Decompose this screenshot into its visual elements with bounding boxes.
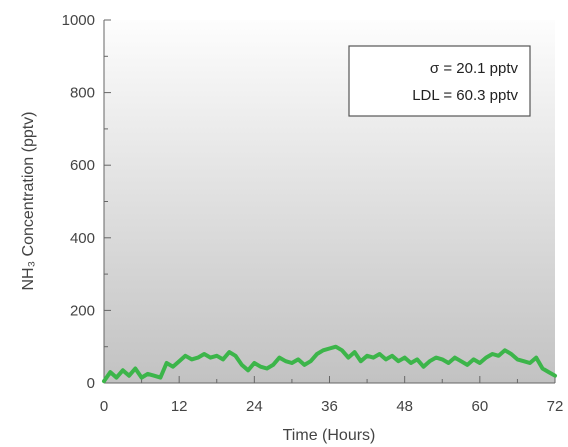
annotation-box-frame	[348, 45, 531, 117]
annotation-sigma: σ = 20.1 pptv	[430, 60, 519, 77]
x-tick-label: 60	[471, 398, 488, 415]
y-tick-label: 1000	[62, 12, 95, 29]
y-tick-label: 800	[70, 85, 95, 102]
x-tick-label: 48	[396, 398, 413, 415]
annotation-box: σ = 20.1 pptv LDL = 60.3 pptv	[348, 45, 531, 117]
y-axis-title: NH₃ Concentration (pptv)	[20, 111, 37, 290]
y-tick-label: 400	[70, 230, 95, 247]
series-line	[102, 344, 557, 384]
y-tick-label: 200	[70, 302, 95, 319]
y-tick-label: 600	[70, 157, 95, 174]
x-tick-label: 36	[321, 398, 338, 415]
x-tick-label: 24	[246, 398, 263, 415]
y-axis: 0 200 400 600 800 1000	[62, 12, 111, 392]
x-axis-title: Time (Hours)	[283, 427, 376, 444]
x-tick-label: 72	[547, 398, 564, 415]
x-axis: 0 12 24 36 48 60 72	[100, 376, 564, 415]
x-tick-label: 0	[100, 398, 108, 415]
x-tick-label: 12	[171, 398, 188, 415]
y-tick-label: 0	[87, 375, 95, 392]
annotation-ldl: LDL = 60.3 pptv	[412, 87, 518, 104]
